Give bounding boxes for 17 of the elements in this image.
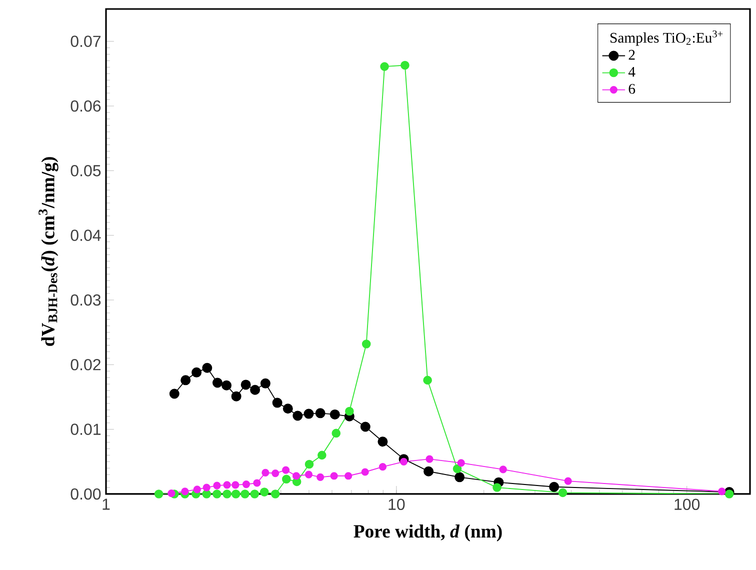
y-tick-label: 0.00 bbox=[70, 488, 101, 500]
y-tick-label: 0.07 bbox=[70, 36, 100, 47]
legend-label: 2 bbox=[628, 50, 635, 60]
x-axis-title: Pore width, d (nm) bbox=[354, 524, 502, 542]
legend-label: 6 bbox=[628, 84, 636, 94]
x-tick-label: 1 bbox=[102, 498, 110, 510]
x-tick-label: 10 bbox=[388, 498, 405, 510]
y-tick-label: 0.04 bbox=[70, 230, 101, 241]
y-tick-label: 0.05 bbox=[70, 165, 101, 176]
y-axis-title: dV$_{BJH-Des}$(d) (cm$^{3}$/nm/g) bbox=[38, 157, 58, 346]
y-tick-label: 0.03 bbox=[70, 294, 101, 306]
x-tick-label: 100 bbox=[674, 498, 700, 510]
legend-label: 4 bbox=[628, 66, 636, 77]
y-tick-label: 0.06 bbox=[70, 100, 101, 112]
y-tick-label: 0.02 bbox=[70, 359, 100, 370]
y-tick-label: 0.01 bbox=[70, 424, 101, 435]
legend-title: Samples TiO$_{2}$:Eu$^{3+}$ bbox=[610, 30, 723, 46]
